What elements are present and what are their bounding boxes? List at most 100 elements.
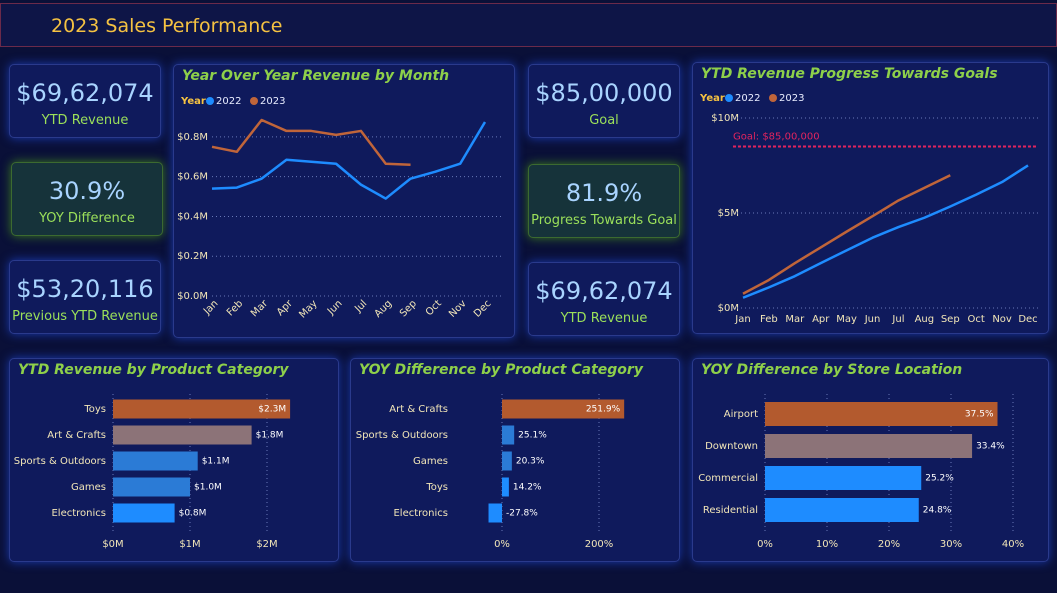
y-tick-label: $10M: [711, 113, 739, 124]
value-label: -27.8%: [506, 509, 538, 519]
chart: 0% 200% Art & Crafts 251.9% Sports & Outdoor…: [356, 394, 625, 550]
category-label: Airport: [724, 409, 758, 420]
value-label: 24.8%: [923, 506, 952, 516]
x-tick-label: Jul: [891, 314, 904, 325]
legend-label: 2022: [735, 93, 760, 104]
value-label: $1.1M: [202, 457, 230, 467]
legend-label: 2023: [260, 96, 285, 107]
kpi-card: 81.9% Progress Towards Goal: [528, 164, 680, 238]
x-tick-label: Jun: [864, 314, 881, 325]
x-tick-label: 10%: [816, 539, 838, 550]
x-tick-label: Apr: [275, 298, 296, 319]
value-label: 25.2%: [925, 474, 954, 484]
x-tick-label: 0%: [494, 539, 510, 550]
legend-title: Year: [180, 96, 206, 107]
legend-title: Year: [699, 93, 725, 104]
category-label: Games: [71, 482, 106, 493]
chart: $0M $5M $10M Jan Feb Mar Apr May Jun Jul Aug Sep Oct…: [699, 93, 1038, 325]
category-label: Art & Crafts: [389, 404, 448, 415]
chart-title: YOY Difference by Store Location: [701, 362, 963, 378]
legend-swatch: [725, 94, 733, 102]
value-label: $1.8M: [256, 431, 284, 441]
series-line: [742, 174, 951, 295]
category-label: Electronics: [51, 508, 106, 519]
bar: [113, 477, 190, 497]
chart: $0M $1M $2M Toys $2.3M Art & Crafts $1.8M Sport…: [14, 394, 291, 550]
legend-label: 2022: [216, 96, 241, 107]
y-tick-label: $0.0M: [177, 291, 208, 302]
x-tick-label: Mar: [785, 314, 805, 325]
value-label: 25.1%: [518, 431, 547, 441]
x-tick-label: Nov: [447, 298, 469, 320]
y-tick-label: $0.4M: [177, 211, 208, 222]
x-tick-label: Oct: [424, 298, 444, 318]
x-tick-label: Sep: [941, 314, 960, 325]
x-tick-label: Jul: [352, 298, 369, 315]
chart-title: YTD Revenue Progress Towards Goals: [701, 66, 998, 82]
bar: [765, 434, 973, 458]
value-label: $1.0M: [194, 483, 222, 493]
page-title: 2023 Sales Performance: [51, 15, 283, 37]
bar: [765, 466, 922, 490]
x-tick-label: Dec: [472, 298, 493, 319]
header: 2023 Sales Performance: [0, 3, 1057, 47]
legend-label: 2023: [779, 93, 804, 104]
chart-panel: $0M $5M $10M Jan Feb Mar Apr May Jun Jul Aug Sep Oct…: [692, 62, 1049, 334]
bar: [488, 503, 502, 523]
x-tick-label: Dec: [1018, 314, 1037, 325]
x-tick-label: $2M: [256, 539, 277, 550]
chart-title: YTD Revenue by Product Category: [18, 362, 289, 378]
kpi-value: 81.9%: [565, 179, 643, 207]
kpi-value: $53,20,116: [16, 275, 154, 303]
y-tick-label: $0.6M: [177, 172, 208, 183]
y-tick-label: $0.8M: [177, 132, 208, 143]
bar: [765, 402, 998, 426]
value-label: $2.3M: [258, 405, 286, 415]
legend-swatch: [206, 97, 214, 105]
series-line: [742, 164, 1029, 299]
chart-panel: $0M $1M $2M Toys $2.3M Art & Crafts $1.8M Sport…: [9, 358, 339, 562]
x-tick-label: $1M: [179, 539, 200, 550]
x-tick-label: Feb: [760, 314, 778, 325]
category-label: Sports & Outdoors: [356, 430, 448, 441]
x-tick-label: Aug: [915, 314, 935, 325]
kpi-label: Previous YTD Revenue: [12, 309, 158, 324]
x-tick-label: Oct: [968, 314, 985, 325]
y-tick-label: $0.2M: [177, 251, 208, 262]
kpi-card: $69,62,074 YTD Revenue: [9, 64, 161, 138]
x-tick-label: May: [836, 314, 857, 325]
x-tick-label: Mar: [249, 298, 271, 320]
x-tick-label: 200%: [585, 539, 614, 550]
kpi-label: YTD Revenue: [560, 311, 648, 326]
kpi-label: Goal: [589, 113, 619, 128]
x-tick-label: 20%: [878, 539, 900, 550]
chart-title: Year Over Year Revenue by Month: [182, 68, 450, 84]
bar: [113, 503, 175, 523]
category-label: Toys: [425, 482, 448, 493]
category-label: Sports & Outdoors: [14, 456, 106, 467]
kpi-card: $53,20,116 Previous YTD Revenue: [9, 260, 161, 334]
chart: 0% 10% 20% 30% 40% Airport 37.5% Downtown 33.4% C…: [698, 394, 1024, 550]
legend-swatch: [250, 97, 258, 105]
y-tick-label: $5M: [718, 208, 739, 219]
bar: [113, 425, 252, 445]
chart-title: YOY Difference by Product Category: [359, 362, 643, 378]
series-line: [211, 121, 487, 200]
x-tick-label: Sep: [398, 298, 419, 319]
x-tick-label: Jan: [734, 314, 750, 325]
goal-label: Goal: $85,00,000: [733, 132, 820, 143]
kpi-value: $69,62,074: [535, 277, 673, 305]
x-tick-label: May: [297, 298, 319, 320]
x-tick-label: Apr: [812, 314, 830, 325]
category-label: Commercial: [698, 473, 758, 484]
x-tick-label: 40%: [1002, 539, 1024, 550]
bar: [113, 451, 198, 471]
legend-swatch: [769, 94, 777, 102]
kpi-card: $69,62,074 YTD Revenue: [528, 262, 680, 336]
value-label: 251.9%: [586, 405, 621, 415]
series-line: [211, 118, 411, 166]
category-label: Residential: [703, 505, 758, 516]
x-tick-label: 30%: [940, 539, 962, 550]
category-label: Downtown: [705, 441, 758, 452]
kpi-value: 30.9%: [48, 177, 126, 205]
